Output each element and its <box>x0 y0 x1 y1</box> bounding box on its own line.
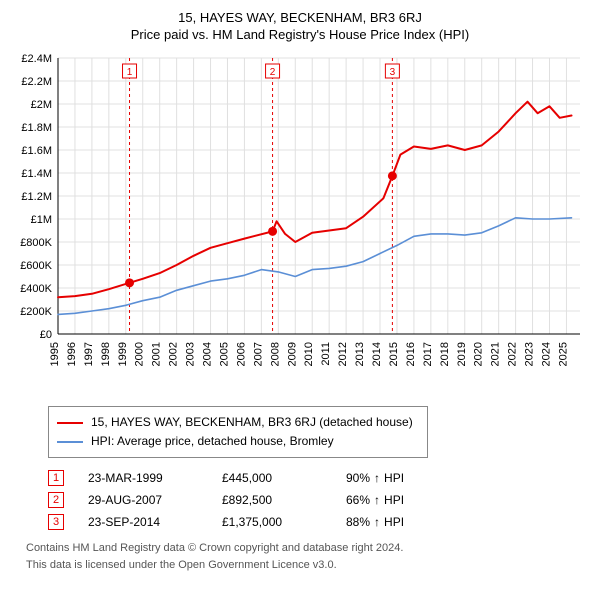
svg-text:2018: 2018 <box>439 342 451 366</box>
svg-text:£200K: £200K <box>20 306 52 318</box>
transaction-hpi: 88%↑HPI <box>346 515 456 529</box>
svg-text:2019: 2019 <box>456 342 468 366</box>
arrow-up-icon: ↑ <box>374 515 380 529</box>
transaction-price: £1,375,000 <box>222 515 322 529</box>
svg-text:£2.2M: £2.2M <box>21 76 52 88</box>
svg-text:£2M: £2M <box>31 99 52 111</box>
svg-text:2025: 2025 <box>557 342 569 366</box>
transaction-hpi: 66%↑HPI <box>346 493 456 507</box>
svg-text:1995: 1995 <box>49 342 61 366</box>
svg-text:2012: 2012 <box>337 342 349 366</box>
svg-text:£1.6M: £1.6M <box>21 145 52 157</box>
svg-text:2023: 2023 <box>524 342 536 366</box>
transaction-marker: 1 <box>48 470 64 486</box>
line-chart-svg: £0 £200K £400K £600K £800K £1M £1.2M £1.4M £1.6M… <box>12 52 588 392</box>
svg-text:2009: 2009 <box>286 342 298 366</box>
svg-text:2014: 2014 <box>371 342 383 366</box>
legend-label: 15, HAYES WAY, BECKENHAM, BR3 6RJ (detac… <box>91 413 413 432</box>
arrow-up-icon: ↑ <box>374 471 380 485</box>
legend-swatch <box>57 422 83 424</box>
svg-text:£400K: £400K <box>20 283 52 295</box>
footer-line-2: This data is licensed under the Open Gov… <box>26 557 588 574</box>
svg-text:1998: 1998 <box>100 342 112 366</box>
svg-text:2003: 2003 <box>185 342 197 366</box>
chart-title: 15, HAYES WAY, BECKENHAM, BR3 6RJ <box>12 10 588 25</box>
legend-row: 15, HAYES WAY, BECKENHAM, BR3 6RJ (detac… <box>57 413 419 432</box>
svg-text:2: 2 <box>270 67 276 78</box>
svg-text:2017: 2017 <box>422 342 434 366</box>
svg-text:2010: 2010 <box>303 342 315 366</box>
svg-text:£1.8M: £1.8M <box>21 122 52 134</box>
transaction-hpi: 90%↑HPI <box>346 471 456 485</box>
transactions-table: 1 23-MAR-1999 £445,000 90%↑HPI 2 29-AUG-2007 £… <box>48 470 588 530</box>
transaction-marker: 3 <box>48 514 64 530</box>
transaction-row: 2 29-AUG-2007 £892,500 66%↑HPI <box>48 492 588 508</box>
arrow-up-icon: ↑ <box>374 493 380 507</box>
svg-text:2022: 2022 <box>507 342 519 366</box>
chart-subtitle: Price paid vs. HM Land Registry's House … <box>12 27 588 42</box>
svg-text:2011: 2011 <box>320 342 332 366</box>
svg-text:2005: 2005 <box>218 342 230 366</box>
transaction-row: 1 23-MAR-1999 £445,000 90%↑HPI <box>48 470 588 486</box>
svg-text:2021: 2021 <box>490 342 502 366</box>
footer-attribution: Contains HM Land Registry data © Crown c… <box>26 540 588 573</box>
svg-text:2016: 2016 <box>405 342 417 366</box>
svg-text:2004: 2004 <box>202 342 214 366</box>
svg-text:2002: 2002 <box>168 342 180 366</box>
transaction-price: £445,000 <box>222 471 322 485</box>
transaction-row: 3 23-SEP-2014 £1,375,000 88%↑HPI <box>48 514 588 530</box>
chart-container: 15, HAYES WAY, BECKENHAM, BR3 6RJ Price … <box>0 0 600 581</box>
svg-text:£2.4M: £2.4M <box>21 53 52 65</box>
svg-text:2020: 2020 <box>473 342 485 366</box>
svg-text:1996: 1996 <box>66 342 78 366</box>
svg-text:£600K: £600K <box>20 260 52 272</box>
svg-text:£800K: £800K <box>20 237 52 249</box>
svg-text:1: 1 <box>127 67 133 78</box>
legend-row: HPI: Average price, detached house, Brom… <box>57 432 419 451</box>
legend: 15, HAYES WAY, BECKENHAM, BR3 6RJ (detac… <box>48 406 428 458</box>
svg-text:2008: 2008 <box>269 342 281 366</box>
svg-text:£1.4M: £1.4M <box>21 168 52 180</box>
transaction-date: 23-SEP-2014 <box>88 515 198 529</box>
svg-text:2006: 2006 <box>235 342 247 366</box>
svg-text:£1M: £1M <box>31 214 52 226</box>
transaction-price: £892,500 <box>222 493 322 507</box>
svg-text:£0: £0 <box>40 329 52 341</box>
svg-text:2007: 2007 <box>252 342 264 366</box>
svg-text:2000: 2000 <box>134 342 146 366</box>
svg-text:2001: 2001 <box>151 342 163 366</box>
chart-area: £0 £200K £400K £600K £800K £1M £1.2M £1.4M £1.6M… <box>12 52 588 392</box>
legend-swatch <box>57 441 83 443</box>
svg-text:£1.2M: £1.2M <box>21 191 52 203</box>
svg-text:1999: 1999 <box>117 342 129 366</box>
svg-text:2015: 2015 <box>388 342 400 366</box>
transaction-marker: 2 <box>48 492 64 508</box>
footer-line-1: Contains HM Land Registry data © Crown c… <box>26 540 588 557</box>
transaction-date: 23-MAR-1999 <box>88 471 198 485</box>
svg-text:2013: 2013 <box>354 342 366 366</box>
svg-text:1997: 1997 <box>83 342 95 366</box>
svg-text:2024: 2024 <box>540 342 552 366</box>
svg-text:3: 3 <box>390 67 396 78</box>
transaction-date: 29-AUG-2007 <box>88 493 198 507</box>
legend-label: HPI: Average price, detached house, Brom… <box>91 432 334 451</box>
